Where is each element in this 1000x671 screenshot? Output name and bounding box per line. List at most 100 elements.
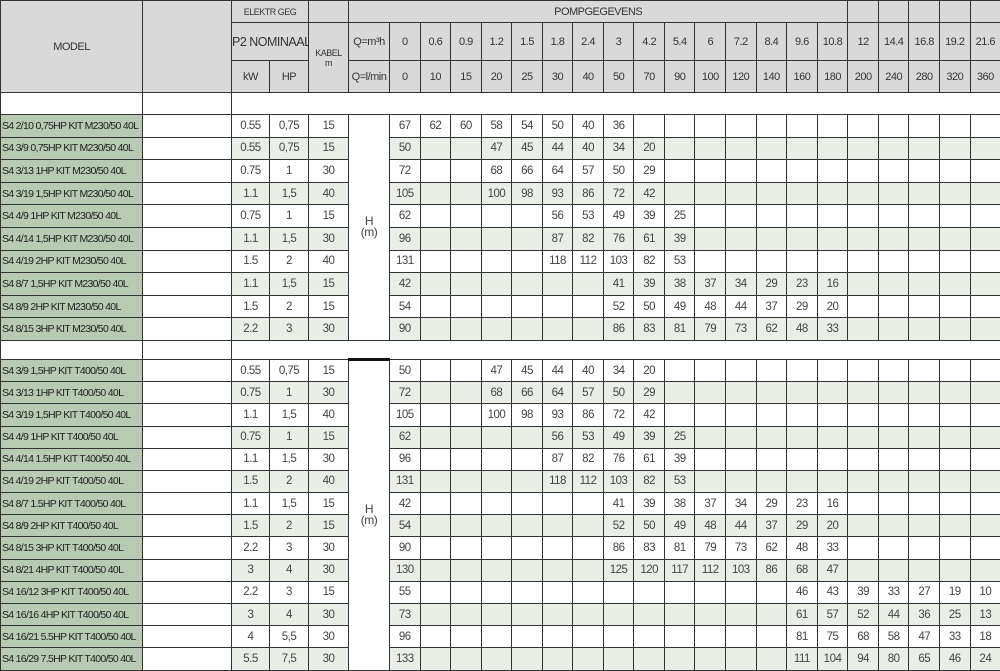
blank-cell	[143, 318, 232, 341]
flow-m3h-header: 0.6	[420, 23, 451, 61]
head-value: 98	[512, 182, 543, 205]
power-hp: 1	[270, 426, 309, 448]
head-value: 53	[664, 470, 695, 492]
head-value	[481, 295, 512, 318]
blank-cell	[143, 604, 232, 626]
power-kw: 1.1	[232, 227, 270, 250]
head-value	[664, 137, 695, 160]
head-value	[634, 115, 665, 138]
blank-header	[143, 1, 232, 93]
blank-cell	[143, 227, 232, 250]
head-value	[481, 559, 512, 581]
head-value: 73	[726, 318, 757, 341]
head-value	[664, 604, 695, 626]
head-value	[420, 273, 451, 296]
head-value	[481, 250, 512, 273]
head-value: 57	[573, 160, 604, 183]
head-value: 82	[573, 448, 604, 470]
power-kw: 1.1	[232, 493, 270, 515]
model-name: S4 8/15 3HP KIT T400/50 40L	[1, 537, 143, 559]
head-value: 19	[940, 581, 971, 603]
head-value	[909, 160, 940, 183]
head-value: 25	[940, 604, 971, 626]
power-kw: 1.1	[232, 404, 270, 426]
power-hp: 0,75	[270, 115, 309, 138]
model-name: S4 16/21 5.5HP KIT T400/50 40L	[1, 626, 143, 648]
model-name: S4 16/16 4HP KIT T400/50 40L	[1, 604, 143, 626]
head-value: 50	[390, 137, 421, 160]
head-value: 52	[603, 295, 634, 318]
head-value	[940, 273, 971, 296]
head-value	[512, 493, 543, 515]
cable-length: 40	[309, 470, 349, 492]
head-value: 93	[542, 182, 573, 205]
head-value	[481, 227, 512, 250]
head-value	[787, 426, 818, 448]
head-value	[451, 404, 482, 426]
head-value	[512, 559, 543, 581]
head-value: 103	[726, 559, 757, 581]
head-value: 42	[390, 273, 421, 296]
head-value: 34	[603, 359, 634, 381]
head-value	[940, 227, 971, 250]
head-value: 86	[603, 537, 634, 559]
head-value: 82	[634, 250, 665, 273]
flow-lmin-header: 0	[390, 61, 421, 93]
cable-length: 15	[309, 493, 349, 515]
head-value	[787, 359, 818, 381]
cable-length: 30	[309, 559, 349, 581]
cable-length: 30	[309, 160, 349, 183]
head-value	[726, 648, 757, 670]
head-value: 39	[634, 493, 665, 515]
head-value	[940, 448, 971, 470]
head-value: 66	[512, 382, 543, 404]
head-value	[726, 470, 757, 492]
head-value: 50	[603, 382, 634, 404]
head-value	[817, 470, 848, 492]
head-value	[634, 648, 665, 670]
head-value: 62	[756, 537, 787, 559]
head-value	[481, 648, 512, 670]
head-value	[878, 470, 909, 492]
head-value	[756, 359, 787, 381]
head-value	[542, 581, 573, 603]
head-value: 68	[481, 160, 512, 183]
head-value	[848, 273, 879, 296]
flow-m3h-header: 21.6	[970, 23, 1000, 61]
head-value: 90	[390, 537, 421, 559]
head-value	[573, 648, 604, 670]
head-value	[512, 537, 543, 559]
head-value: 57	[817, 604, 848, 626]
head-value	[726, 250, 757, 273]
cable-length: 15	[309, 273, 349, 296]
head-value	[664, 182, 695, 205]
head-value	[420, 604, 451, 626]
head-value: 53	[573, 205, 604, 228]
head-value	[940, 137, 971, 160]
head-value	[909, 273, 940, 296]
head-value: 112	[573, 470, 604, 492]
head-value	[603, 604, 634, 626]
model-name: S4 4/19 2HP KIT M230/50 40L	[1, 250, 143, 273]
head-value	[420, 205, 451, 228]
head-value: 60	[451, 115, 482, 138]
blank-cell	[143, 648, 232, 670]
hp-header: HP	[270, 61, 309, 93]
flow-lmin-header: 15	[451, 61, 482, 93]
head-value	[695, 581, 726, 603]
head-value	[573, 273, 604, 296]
flow-lmin-header: 50	[603, 61, 634, 93]
head-value: 54	[390, 515, 421, 537]
head-value	[878, 404, 909, 426]
head-value: 34	[603, 137, 634, 160]
head-value	[817, 160, 848, 183]
power-kw: 4	[232, 626, 270, 648]
head-value	[940, 115, 971, 138]
head-value: 40	[573, 137, 604, 160]
head-value: 62	[756, 318, 787, 341]
head-value	[695, 470, 726, 492]
pompgegevens-header: POMPGEGEVENS	[349, 1, 848, 23]
head-value: 80	[878, 648, 909, 670]
